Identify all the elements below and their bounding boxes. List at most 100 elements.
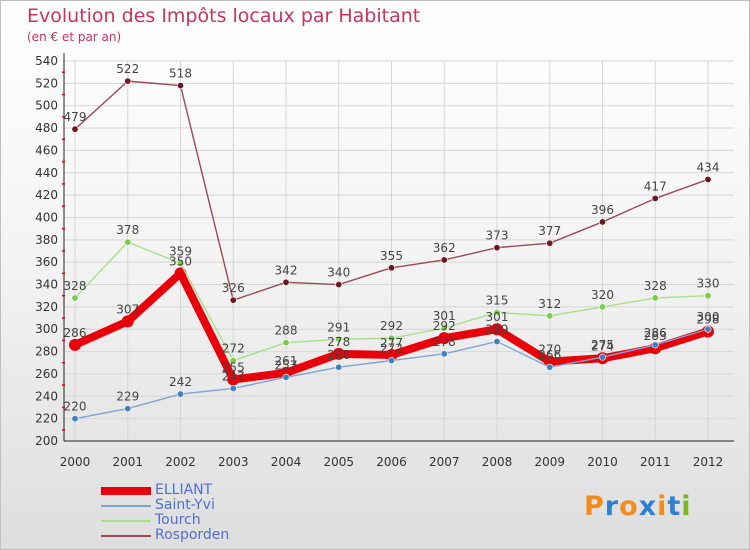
y-tick-label: 340 <box>35 278 58 292</box>
data-label: 286 <box>64 326 87 340</box>
data-label: 328 <box>64 279 87 293</box>
data-label: 315 <box>486 293 509 307</box>
data-label: 283 <box>644 329 667 343</box>
data-label: 350 <box>169 254 192 268</box>
data-point <box>546 312 554 320</box>
data-point <box>598 218 606 226</box>
data-label: 272 <box>380 342 403 356</box>
logo-letter: i <box>657 491 668 522</box>
x-tick-label: 2010 <box>587 455 618 469</box>
data-label: 301 <box>486 310 509 324</box>
legend-swatch <box>101 520 151 522</box>
data-label: 242 <box>169 375 192 389</box>
data-point <box>387 357 395 365</box>
x-tick-label: 2002 <box>165 455 196 469</box>
data-point <box>282 373 290 381</box>
y-tick-label: 360 <box>35 255 58 269</box>
y-tick-label: 200 <box>35 434 58 448</box>
data-label: 312 <box>538 297 561 311</box>
data-label: 326 <box>222 281 245 295</box>
data-point <box>598 353 606 361</box>
x-tick-label: 2000 <box>60 455 91 469</box>
data-point <box>332 347 345 360</box>
y-tick-label: 260 <box>35 367 58 381</box>
data-point <box>227 373 240 386</box>
data-label: 288 <box>275 324 298 338</box>
data-label: 417 <box>644 179 667 193</box>
data-label: 330 <box>697 277 720 291</box>
y-tick-label: 240 <box>35 389 58 403</box>
y-tick-label: 400 <box>35 210 58 224</box>
proxiti-logo: Proxiti <box>584 491 692 522</box>
data-point <box>335 363 343 371</box>
y-tick-label: 440 <box>35 166 58 180</box>
data-label: 292 <box>433 319 456 333</box>
data-label: 307 <box>116 302 139 316</box>
y-tick-label: 520 <box>35 76 58 90</box>
chart-title: Evolution des Impôts locaux par Habitant <box>27 5 421 27</box>
data-point <box>69 338 81 351</box>
data-label: 261 <box>275 354 298 368</box>
data-point <box>124 77 132 85</box>
data-label: 362 <box>433 241 456 255</box>
data-label: 277 <box>380 336 403 350</box>
x-tick-label: 2003 <box>218 455 249 469</box>
data-point <box>598 303 606 311</box>
data-point <box>493 308 501 316</box>
data-point <box>177 390 185 398</box>
y-tick-label: 420 <box>35 188 58 202</box>
data-point <box>335 281 343 289</box>
legend-swatch <box>101 505 151 507</box>
data-point <box>651 194 659 202</box>
data-label: 278 <box>433 335 456 349</box>
data-label: 340 <box>327 266 350 280</box>
data-point <box>335 335 343 343</box>
y-tick-label: 380 <box>35 233 58 247</box>
data-point <box>229 296 237 304</box>
y-tick-label: 500 <box>35 99 58 113</box>
y-tick-label: 220 <box>35 412 58 426</box>
data-label: 396 <box>591 203 614 217</box>
data-label: 298 <box>697 312 720 326</box>
logo-letter: r <box>604 491 620 522</box>
data-point <box>440 256 448 264</box>
legend-swatch <box>101 487 151 495</box>
data-point <box>121 315 134 328</box>
legend-label: Tourch <box>155 512 201 528</box>
data-point <box>546 239 554 247</box>
data-point <box>174 267 187 280</box>
data-label: 479 <box>64 110 87 124</box>
y-tick-label: 540 <box>35 54 58 68</box>
data-point <box>493 338 501 346</box>
data-label: 292 <box>380 319 403 333</box>
data-point <box>440 324 448 332</box>
data-point <box>387 264 395 272</box>
data-point <box>229 357 237 365</box>
data-label: 320 <box>591 288 614 302</box>
data-point <box>493 244 501 252</box>
data-point <box>546 363 554 371</box>
x-tick-label: 2012 <box>693 455 724 469</box>
data-point <box>282 339 290 347</box>
data-label: 291 <box>327 320 350 334</box>
y-tick-label: 280 <box>35 345 58 359</box>
data-label: 342 <box>275 263 298 277</box>
data-label: 275 <box>591 338 614 352</box>
x-tick-label: 2004 <box>271 455 302 469</box>
data-point <box>651 341 659 349</box>
data-point <box>543 355 556 368</box>
data-label: 229 <box>116 390 139 404</box>
data-point <box>491 323 503 336</box>
data-label: 301 <box>433 309 456 323</box>
data-point <box>124 405 132 413</box>
x-tick-label: 2007 <box>429 455 460 469</box>
legend-label: Saint-Yvi <box>155 497 215 513</box>
data-label: 377 <box>538 224 561 238</box>
data-label: 247 <box>222 369 245 383</box>
data-label: 289 <box>486 323 509 337</box>
data-point <box>387 334 395 342</box>
y-tick-label: 320 <box>35 300 58 314</box>
data-label: 359 <box>169 244 192 258</box>
